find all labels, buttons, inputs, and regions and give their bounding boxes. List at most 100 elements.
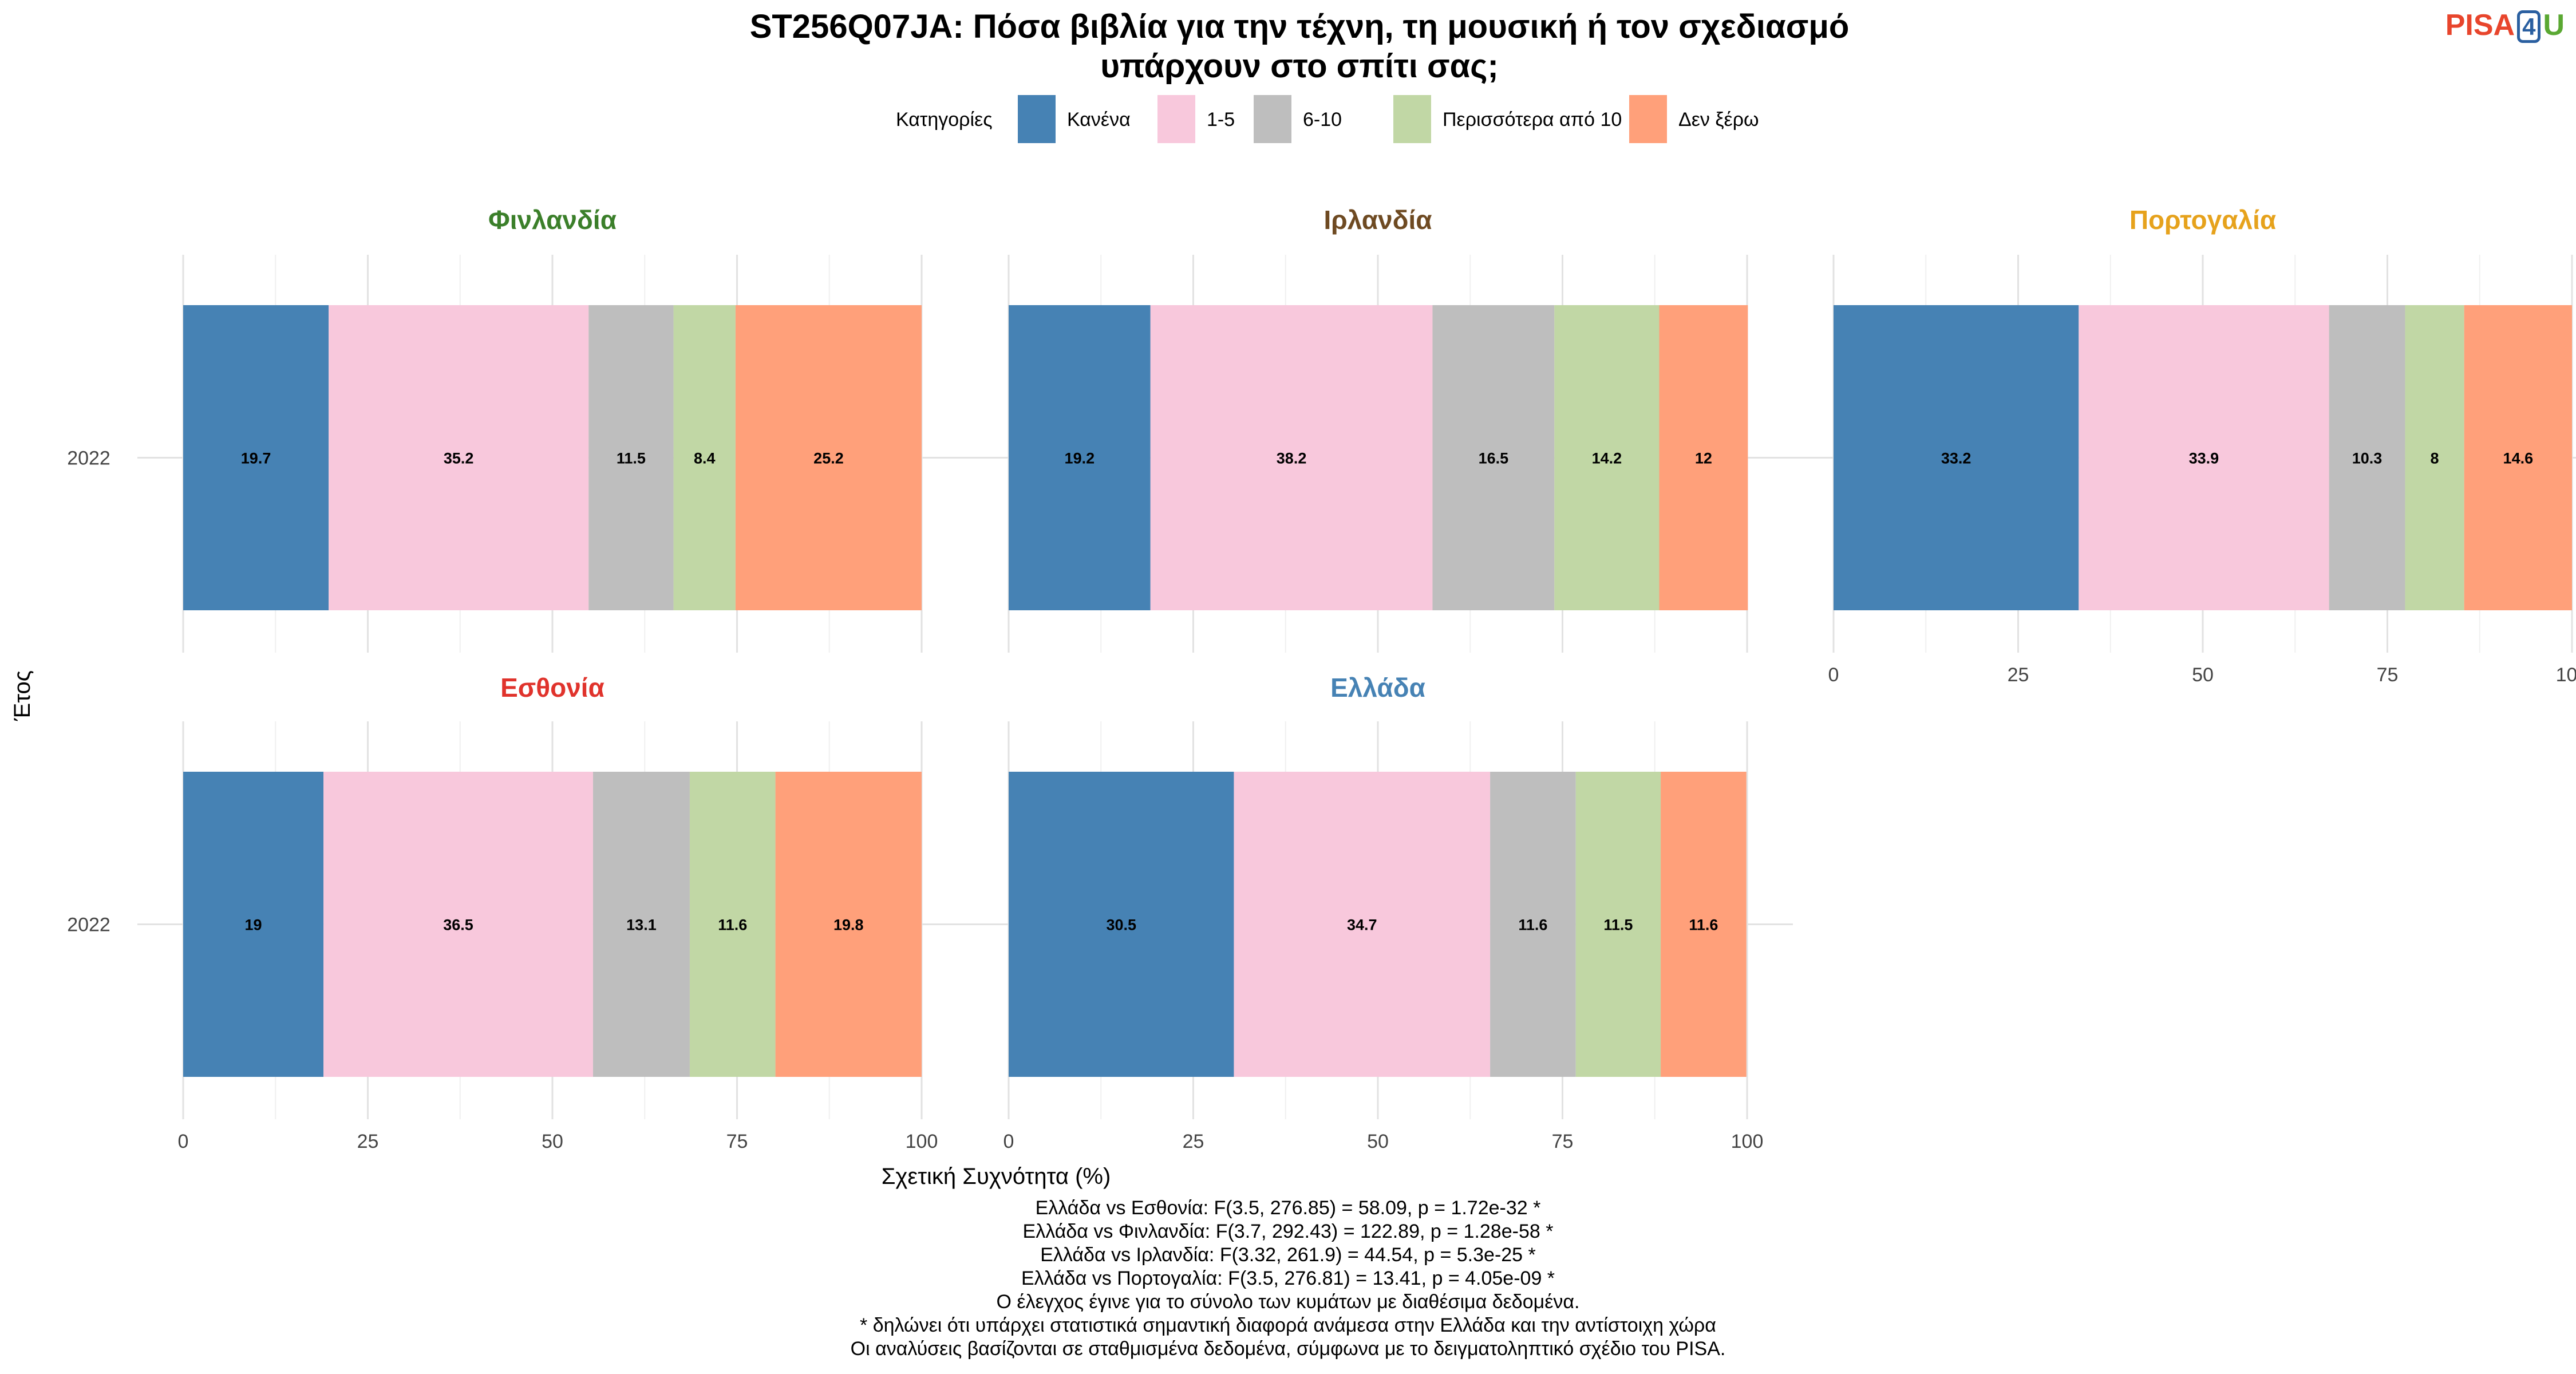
bar-segment-3 — [673, 305, 736, 610]
bar-label-3: 11.6 — [718, 917, 747, 934]
logo-pisa-text: PISA — [2445, 9, 2515, 42]
y-tick-label: 2022 — [67, 914, 110, 936]
bar-label-1: 35.2 — [444, 450, 474, 467]
x-tick-label: 75 — [1552, 1131, 1574, 1152]
bar-segment-4 — [1661, 772, 1747, 1077]
panel-title: Εσθονία — [500, 673, 605, 702]
bar-label-0: 19 — [245, 917, 262, 934]
bar-label-0: 33.2 — [1941, 450, 1971, 467]
bar-label-4: 25.2 — [813, 450, 844, 467]
bar-label-3: 8.4 — [694, 450, 716, 467]
bar-segment-3 — [2405, 305, 2464, 610]
bar-segment-3 — [1575, 772, 1661, 1077]
bar-segment-4 — [735, 305, 922, 610]
bar-label-3: 14.2 — [1592, 450, 1622, 467]
x-tick-label: 100 — [1731, 1131, 1764, 1152]
bar-label-3: 8 — [2431, 450, 2439, 467]
footnote-line: Ελλάδα vs Εσθονία: F(3.5, 276.85) = 58.0… — [1035, 1197, 1541, 1219]
footnotes: Ελλάδα vs Εσθονία: F(3.5, 276.85) = 58.0… — [0, 1197, 2576, 1361]
bar-segment-2 — [588, 305, 674, 610]
y-axis-label: Έτος — [10, 670, 35, 721]
panel-title: Πορτογαλία — [2129, 205, 2276, 235]
panel-title: Φινλανδία — [488, 205, 617, 235]
bar-label-2: 10.3 — [2352, 450, 2383, 467]
legend-label-4: Δεν ξέρω — [1678, 109, 1759, 131]
bar-label-2: 11.6 — [1518, 917, 1547, 934]
bar-label-2: 11.5 — [617, 450, 646, 467]
bar-label-2: 16.5 — [1479, 450, 1509, 467]
bar-segment-1 — [2079, 305, 2329, 610]
legend-label-0: Κανένα — [1067, 109, 1131, 131]
logo-four-badge: 4 — [2517, 10, 2541, 43]
legend-title: Κατηγορίες — [896, 109, 993, 131]
bar-label-4: 14.6 — [2503, 450, 2534, 467]
bar-segment-4 — [2464, 305, 2572, 610]
bar-segment-0 — [1009, 305, 1151, 610]
panel-3: 19 36.5 13.1 11.6 19.8 Εσθονία 2022 0 25 50 75 100 — [67, 673, 967, 1152]
bar-label-0: 30.5 — [1106, 917, 1136, 934]
bar-segment-2 — [1432, 305, 1555, 610]
bar-label-1: 33.9 — [2189, 450, 2219, 467]
bar-label-1: 34.7 — [1347, 917, 1377, 934]
footnote-line: * δηλώνει ότι υπάρχει στατιστικά σημαντι… — [860, 1314, 1716, 1336]
x-tick-label: 0 — [178, 1131, 189, 1152]
footnote-line: Ελλάδα vs Ιρλανδία: F(3.32, 261.9) = 44.… — [1040, 1244, 1536, 1266]
bar-segment-0 — [1834, 305, 2079, 610]
bar-segment-3 — [1554, 305, 1660, 610]
x-tick-label: 50 — [2192, 664, 2214, 686]
panel-0: 19.7 35.2 11.5 8.4 25.2 Φινλανδία 2022 — [67, 205, 967, 653]
y-tick-label: 2022 — [67, 448, 110, 469]
x-tick-label: 50 — [1367, 1131, 1389, 1152]
bar-segment-2 — [1490, 772, 1576, 1077]
footnote-line: Οι αναλύσεις βασίζονται σε σταθμισμένα δ… — [850, 1338, 1726, 1360]
bar-segment-1 — [1150, 305, 1433, 610]
bar-label-4: 11.6 — [1689, 917, 1718, 934]
panel-2: 33.2 33.9 10.3 8 14.6 Πορτογαλία 0 25 50 75 100 — [1788, 205, 2576, 686]
x-tick-label: 75 — [2377, 664, 2399, 686]
bar-segment-4 — [775, 772, 922, 1077]
bar-label-1: 36.5 — [443, 917, 473, 934]
bar-label-4: 12 — [1695, 450, 1712, 467]
panel-1: 19.2 38.2 16.5 14.2 12 Ιρλανδία — [963, 205, 1793, 653]
legend-label-2: 6-10 — [1303, 109, 1342, 131]
bar-segment-0 — [183, 305, 329, 610]
x-axis-label: Σχετική Συχνότητα (%) — [882, 1164, 1111, 1189]
x-tick-label: 75 — [726, 1131, 748, 1152]
chart-title-line2: υπάρχουν στο σπίτι σας; — [1100, 48, 1499, 85]
legend-label-1: 1-5 — [1207, 109, 1235, 131]
x-tick-label: 100 — [906, 1131, 938, 1152]
x-tick-label: 100 — [2556, 664, 2576, 686]
x-tick-label: 25 — [357, 1131, 379, 1152]
panel-4: 30.5 34.7 11.6 11.5 11.6 Ελλάδα 0 25 50 75 100 — [963, 673, 1793, 1152]
bar-segment-1 — [323, 772, 593, 1077]
bar-segment-0 — [1009, 772, 1234, 1077]
legend-label-3: Περισσότερα από 10 — [1443, 109, 1622, 131]
bar-segment-2 — [592, 772, 690, 1077]
bar-segment-1 — [1234, 772, 1491, 1077]
legend: Κατηγορίες Κανένα 1-5 6-10 Περισσότερα από 1… — [896, 95, 1759, 143]
logo-u-text: U — [2543, 9, 2565, 42]
bar-segment-4 — [1659, 305, 1748, 610]
footnote-line: Ο έλεγχος έγινε για το σύνολο των κυμάτω… — [996, 1291, 1580, 1313]
legend-swatch-0 — [1018, 95, 1056, 143]
legend-swatch-3 — [1393, 95, 1431, 143]
panel-title: Ελλάδα — [1330, 673, 1425, 702]
legend-swatch-1 — [1157, 95, 1195, 143]
footnote-line: Ελλάδα vs Φινλανδία: F(3.7, 292.43) = 12… — [1022, 1221, 1554, 1242]
bar-segment-2 — [2329, 305, 2405, 610]
chart-title-line1: ST256Q07JA: Πόσα βιβλία για την τέχνη, τ… — [750, 8, 1850, 45]
bar-label-3: 11.5 — [1603, 917, 1633, 934]
x-tick-label: 25 — [2008, 664, 2029, 686]
bar-segment-1 — [329, 305, 589, 610]
bar-label-4: 19.8 — [833, 917, 864, 934]
facet-panels: 19.7 35.2 11.5 8.4 25.2 Φινλανδία 2022 19.2 38.2… — [67, 205, 2576, 1152]
pisa4u-logo: PISA 4 U — [2445, 8, 2565, 43]
x-tick-label: 50 — [542, 1131, 563, 1152]
x-tick-label: 25 — [1183, 1131, 1204, 1152]
bar-segment-0 — [183, 772, 324, 1077]
bar-label-1: 38.2 — [1277, 450, 1307, 467]
bar-label-2: 13.1 — [626, 917, 657, 934]
bar-segment-3 — [689, 772, 776, 1077]
legend-swatch-4 — [1629, 95, 1667, 143]
